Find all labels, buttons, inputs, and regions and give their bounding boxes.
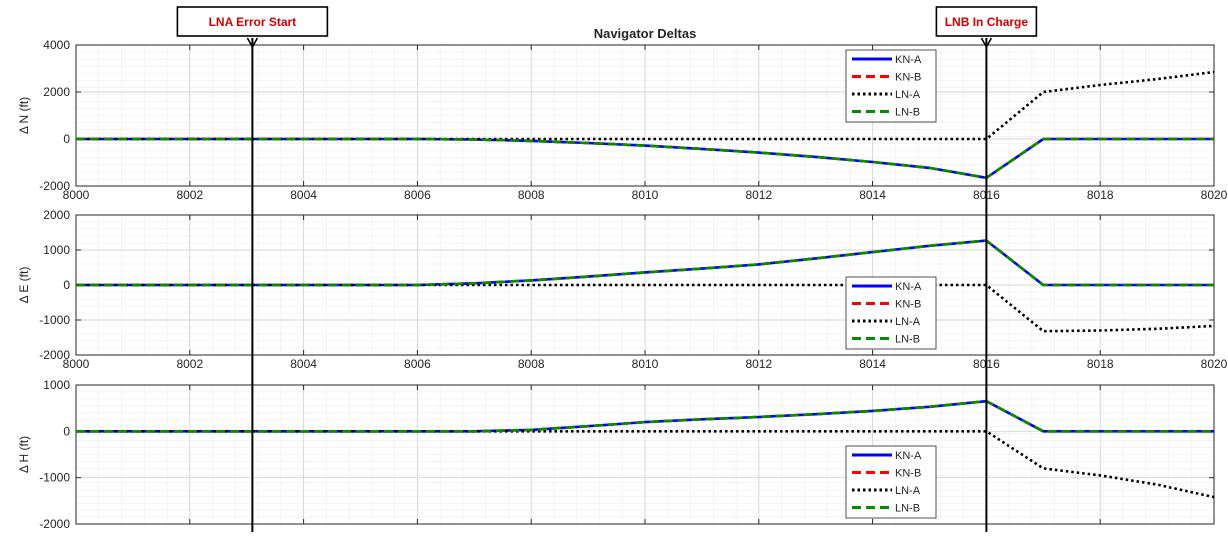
x-tick-label: 8002 bbox=[176, 188, 203, 202]
legend-label: LN-A bbox=[895, 485, 921, 497]
x-tick-label: 8000 bbox=[63, 357, 90, 371]
x-tick-label: 8004 bbox=[290, 357, 317, 371]
y-tick-label: 1000 bbox=[43, 243, 70, 257]
x-tick-label: 8018 bbox=[1087, 188, 1114, 202]
x-tick-label: 8014 bbox=[859, 357, 886, 371]
x-tick-label: 8000 bbox=[63, 188, 90, 202]
legend-label: KN-B bbox=[895, 299, 921, 311]
y-tick-label: -1000 bbox=[39, 471, 70, 485]
y-tick-label: 1000 bbox=[43, 378, 70, 392]
legend-label: KN-A bbox=[895, 54, 922, 66]
legend-box bbox=[845, 49, 937, 123]
legend-label: LN-B bbox=[895, 334, 920, 346]
x-tick-label: 8018 bbox=[1087, 357, 1114, 371]
annotation-arrow-icon bbox=[980, 37, 993, 49]
x-tick-label: 8020 bbox=[1201, 188, 1228, 202]
x-tick-label: 8010 bbox=[632, 188, 659, 202]
x-tick-label: 8012 bbox=[745, 357, 772, 371]
x-tick-label: 8006 bbox=[404, 188, 431, 202]
y-tick-label: -2000 bbox=[39, 517, 70, 531]
y-tick-label: -2000 bbox=[39, 179, 70, 193]
legend-label: KN-A bbox=[895, 450, 922, 462]
x-tick-label: 8004 bbox=[290, 188, 317, 202]
legend-label: LN-B bbox=[895, 503, 920, 515]
y-tick-label: 0 bbox=[63, 424, 70, 438]
x-tick-label: 8020 bbox=[1201, 357, 1228, 371]
annotation-label: LNA Error Start bbox=[209, 15, 297, 29]
legend-label: LN-B bbox=[895, 107, 920, 119]
x-tick-label: 8012 bbox=[745, 188, 772, 202]
series-line-ln-a bbox=[76, 283, 1215, 333]
y-axis-label: Δ N (ft) bbox=[17, 97, 31, 134]
legend-label: LN-A bbox=[895, 89, 921, 101]
annotation-label-box bbox=[176, 6, 329, 37]
series-line-ln-a bbox=[76, 429, 1215, 499]
y-tick-label: -2000 bbox=[39, 348, 70, 362]
x-tick-label: 8014 bbox=[859, 188, 886, 202]
y-tick-label: 2000 bbox=[43, 208, 70, 222]
annotation-arrow-icon bbox=[246, 37, 259, 49]
legend-label: KN-B bbox=[895, 72, 921, 84]
y-tick-label: 0 bbox=[63, 278, 70, 292]
annotation-label-box bbox=[935, 6, 1038, 37]
figure-title: Navigator Deltas bbox=[594, 26, 697, 41]
annotation-label: LNB In Charge bbox=[945, 15, 1029, 29]
legend-label: KN-A bbox=[895, 281, 922, 293]
y-tick-label: 2000 bbox=[43, 85, 70, 99]
x-tick-label: 8010 bbox=[632, 357, 659, 371]
series-line-ln-b bbox=[76, 239, 1214, 287]
y-tick-label: 0 bbox=[63, 132, 70, 146]
x-tick-label: 8008 bbox=[518, 357, 545, 371]
legend-label: KN-B bbox=[895, 468, 921, 480]
y-axis-label: Δ H (ft) bbox=[17, 436, 31, 473]
series-line-ln-a bbox=[76, 70, 1215, 141]
y-tick-label: 4000 bbox=[43, 38, 70, 52]
x-tick-label: 8002 bbox=[176, 357, 203, 371]
series-line-ln-b bbox=[76, 137, 1214, 180]
legend-label: LN-A bbox=[895, 316, 921, 328]
x-tick-label: 8008 bbox=[518, 188, 545, 202]
y-tick-label: -1000 bbox=[39, 313, 70, 327]
y-axis-label: Δ E (ft) bbox=[17, 267, 31, 304]
x-tick-label: 8006 bbox=[404, 357, 431, 371]
